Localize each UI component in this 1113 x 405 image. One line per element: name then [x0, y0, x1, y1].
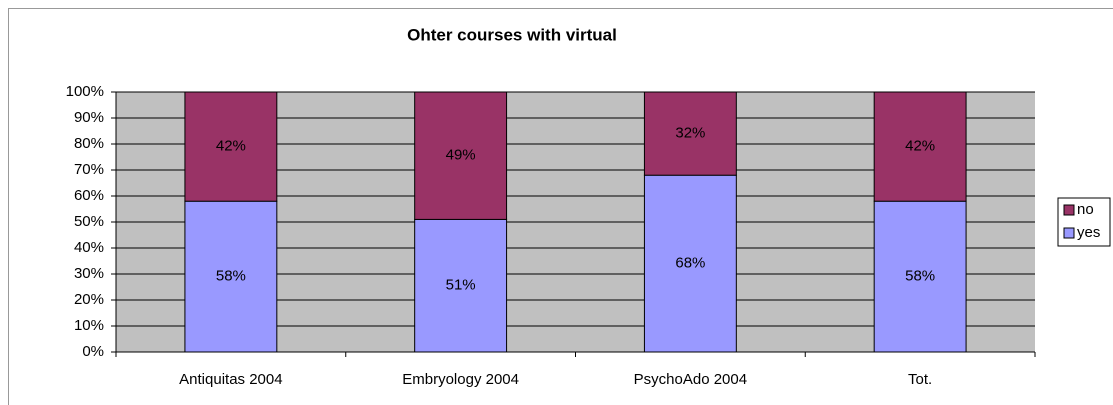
x-tick-label: Antiquitas 2004	[179, 371, 282, 388]
y-tick-label: 10%	[74, 317, 104, 334]
y-tick-label: 30%	[74, 265, 104, 282]
value-label: 42%	[216, 138, 246, 155]
value-label: 42%	[905, 138, 935, 155]
value-label: 58%	[905, 268, 935, 285]
value-label: 51%	[446, 277, 476, 294]
y-tick-label: 80%	[74, 135, 104, 152]
x-tick-label: PsychoAdo 2004	[634, 371, 747, 388]
bar-segment	[184, 91, 278, 202]
legend-swatch	[1063, 227, 1075, 239]
legend-swatch	[1063, 204, 1075, 216]
value-label: 58%	[216, 268, 246, 285]
chart-title: Ohter courses with virtual	[407, 25, 617, 44]
bar-segment	[873, 91, 967, 202]
y-tick-label: 20%	[74, 291, 104, 308]
x-tick-label: Tot.	[908, 371, 932, 388]
y-tick-label: 50%	[74, 213, 104, 230]
value-label: 68%	[675, 255, 705, 272]
bar-segment	[414, 91, 508, 220]
bar-segment	[414, 218, 508, 353]
y-tick-label: 60%	[74, 187, 104, 204]
y-tick-label: 70%	[74, 161, 104, 178]
y-tick-label: 100%	[66, 83, 104, 100]
value-label: 49%	[446, 147, 476, 164]
bar-segment	[184, 200, 278, 353]
x-tick-label: Embryology 2004	[402, 371, 519, 388]
value-label: 32%	[675, 125, 705, 142]
y-tick-label: 0%	[82, 343, 104, 360]
y-tick-label: 90%	[74, 109, 104, 126]
bar-segment	[873, 200, 967, 353]
legend-label: no	[1077, 201, 1094, 218]
legend-label: yes	[1077, 224, 1100, 241]
y-tick-label: 40%	[74, 239, 104, 256]
bar-segment	[643, 174, 737, 353]
bar-segment	[643, 91, 737, 176]
